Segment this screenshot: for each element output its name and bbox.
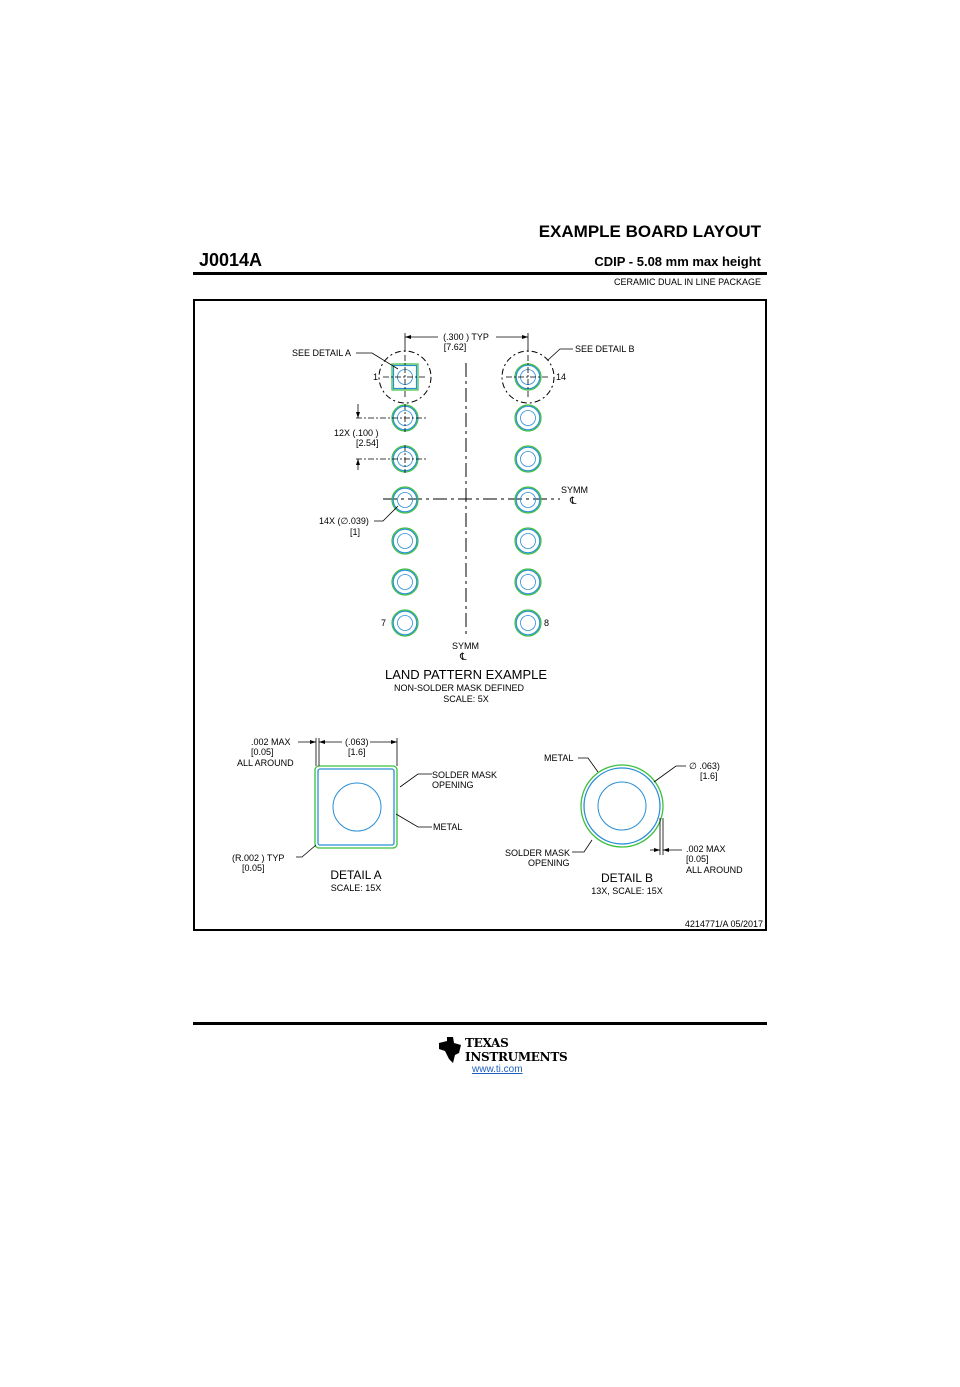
land-pattern-scale: SCALE: 5X [443,694,489,704]
pad-13-mask [514,404,542,432]
detail-a-metal-pad [317,768,395,846]
pad-diameter-mm: [1] [350,527,360,537]
pad-5-mask [391,527,419,555]
pad-4 [392,487,418,513]
pad-12-mask [514,445,542,473]
detail-a-mask-opening [314,765,398,849]
ti-logo-icon [439,1037,461,1063]
pad-diameter-inch: 14X (∅.039) [319,516,369,526]
pad-13 [515,405,541,431]
detail-b-title: DETAIL B [601,871,653,885]
pad-6-mask [391,568,419,596]
detail-b-drill [597,781,647,831]
website-link[interactable]: www.ti.com [472,1064,523,1075]
package-subtitle: CDIP - 5.08 mm max height [594,254,761,269]
pad-12-drill [520,451,536,467]
pitch-dimension-mm: [7.62] [444,342,467,352]
pin-8-label: 8 [544,618,549,628]
detail-b-mask-opening [580,764,664,848]
detail-b-max: .002 MAX [686,844,726,854]
pad-5-drill [397,533,413,549]
detail-a-mask-label-2: OPENING [432,780,474,790]
pad-7-mask [391,609,419,637]
land-pattern-note: NON-SOLDER MASK DEFINED [394,683,525,693]
pad-crosshairs [356,355,550,473]
pitch-dimension-inch: (.300 ) TYP [443,332,489,342]
detail-a-width: (.063) [345,737,369,747]
detail-a-radius-mm: [0.05] [242,863,265,873]
detail-b: METAL ∅ .063) [1.6] SOLDER MASK OPENING … [505,753,743,896]
pad-13-drill [520,410,536,426]
pad-7-drill [397,615,413,631]
pin-14-label: 14 [556,372,566,382]
pad-9 [515,569,541,595]
centerline-symbol-horizontal: ℄ [569,496,577,507]
pad-4-mask [391,486,419,514]
detail-a-width-mm: [1.6] [348,747,366,757]
detail-a-title: DETAIL A [330,868,381,882]
pad-5 [392,528,418,554]
symm-label-horizontal: SYMM [561,485,588,495]
brand-line-1: TEXAS [465,1036,509,1050]
pad-8-mask [514,609,542,637]
detail-b-metal-label: METAL [544,753,573,763]
pad-8-drill [520,615,536,631]
drawing-frame [193,299,767,931]
land-pattern-title: LAND PATTERN EXAMPLE [385,667,547,682]
detail-a-mask-label: SOLDER MASK [432,770,497,780]
package-description: CERAMIC DUAL IN LINE PACKAGE [613,277,761,287]
pad-4-drill [397,492,413,508]
pad-12 [515,446,541,472]
detail-a-radius: (R.002 ) TYP [232,853,284,863]
detail-b-max-mm: [0.05] [686,854,709,864]
row-pitch-inch: 12X (.100 ) [334,428,379,438]
pad-11-drill [520,492,536,508]
detail-b-mask-label-2: OPENING [528,858,570,868]
pad-6-drill [397,574,413,590]
detail-b-all-around: ALL AROUND [686,865,743,875]
symm-label-vertical: SYMM [452,641,479,651]
pad-10-mask [514,527,542,555]
see-detail-a-label: SEE DETAIL A [292,348,351,358]
pad-7 [392,610,418,636]
part-number: J0014A [199,250,263,270]
detail-a-metal-label: METAL [433,822,462,832]
detail-b-diameter: ∅ .063) [689,761,720,771]
pad-6 [392,569,418,595]
detail-a: .002 MAX [0.05] ALL AROUND (.063) [1.6] … [232,737,497,893]
centerline-symbol-vertical: ℄ [459,652,467,663]
pad-8 [515,610,541,636]
pad-9-mask [514,568,542,596]
page-title: EXAMPLE BOARD LAYOUT [538,222,761,241]
row-pitch-mm: [2.54] [356,438,379,448]
pad-9-drill [520,574,536,590]
detail-a-max-mm: [0.05] [251,747,274,757]
detail-b-metal-pad [583,767,661,845]
detail-b-mask-label: SOLDER MASK [505,848,570,858]
detail-b-diameter-mm: [1.6] [700,771,718,781]
pad-10 [515,528,541,554]
header-rule [193,272,767,275]
see-detail-b-label: SEE DETAIL B [575,344,635,354]
pin-7-label: 7 [381,618,386,628]
brand-line-2: INSTRUMENTS [465,1050,568,1064]
detail-a-drill [332,782,382,832]
detail-a-max: .002 MAX [251,737,291,747]
detail-a-scale: SCALE: 15X [331,883,382,893]
detail-b-scale: 13X, SCALE: 15X [591,886,663,896]
detail-a-all-around: ALL AROUND [237,758,294,768]
document-id: 4214771/A 05/2017 [685,919,763,929]
pad-10-drill [520,533,536,549]
pin-1-label: 1 [373,372,378,382]
pad-11-mask [514,486,542,514]
footer-rule [193,1022,767,1025]
pad-11 [515,487,541,513]
